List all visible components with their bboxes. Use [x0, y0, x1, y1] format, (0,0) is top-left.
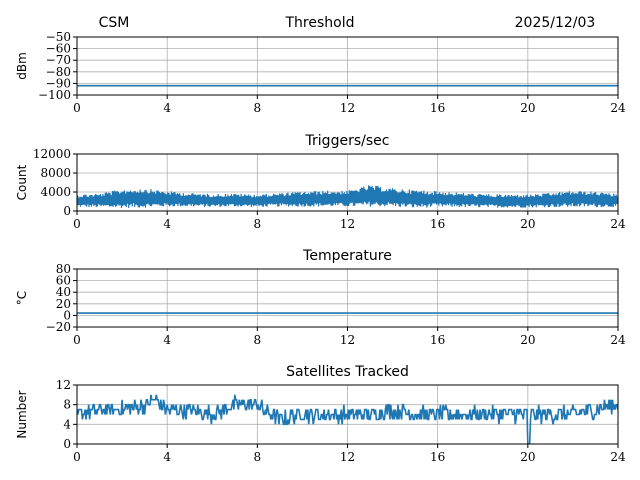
y-axis-label: Count: [15, 164, 29, 200]
x-tick-label: 24: [610, 217, 626, 231]
y-tick-label: 12: [56, 378, 71, 392]
y-tick-label: 4000: [40, 185, 71, 199]
y-tick-label: 4: [63, 417, 71, 431]
x-tick-label: 16: [430, 217, 445, 231]
x-tick-label: 4: [163, 217, 171, 231]
panel-title: Satellites Tracked: [286, 364, 409, 380]
x-tick-label: 12: [340, 217, 355, 231]
x-tick-label: 20: [520, 450, 535, 464]
x-tick-label: 4: [163, 101, 171, 115]
y-tick-label: 0: [63, 437, 71, 451]
chart-panel-1: 0 4 8 12 16 20 24 −100−90−80−70−60−50 dBm: [15, 30, 626, 115]
y-axis-label: dBm: [15, 52, 29, 80]
x-tick-label: 16: [430, 101, 445, 115]
x-tick-label: 20: [520, 217, 535, 231]
x-tick-label: 24: [610, 450, 626, 464]
y-tick-label: 8000: [40, 166, 71, 180]
x-tick-label: 12: [340, 450, 355, 464]
y-tick-label: −80: [46, 65, 71, 79]
x-tick-label: 0: [73, 101, 81, 115]
x-tick-label: 0: [73, 217, 81, 231]
chart-panel-2: 0 4 8 12 16 20 24 0 4000 8000 12000 Triggers/sec Cou…: [15, 133, 626, 231]
y-tick-label: 12000: [33, 147, 71, 161]
y-tick-label: −60: [46, 42, 71, 56]
series-line: [77, 185, 618, 209]
x-tick-label: 8: [254, 450, 262, 464]
x-tick-label: 8: [254, 217, 262, 231]
x-tick-label: 12: [340, 333, 355, 347]
y-tick-label: 0: [63, 204, 71, 218]
y-tick-label: −90: [46, 76, 71, 90]
panel-title: Triggers/sec: [305, 133, 390, 149]
chart-panel-4: 0 4 8 12 16 20 24 0 4 8 12 Satellites Tracked Number: [15, 364, 626, 464]
x-tick-label: 16: [430, 450, 445, 464]
y-tick-label: 80: [56, 262, 71, 276]
series-line: [77, 394, 618, 444]
x-tick-label: 4: [163, 450, 171, 464]
y-tick-label: −100: [38, 88, 71, 102]
x-tick-label: 8: [254, 101, 262, 115]
y-tick-label: 40: [56, 285, 71, 299]
header-left-label: CSM: [99, 15, 130, 31]
y-axis-label: Number: [15, 390, 29, 438]
x-tick-label: 24: [610, 333, 626, 347]
x-tick-label: 20: [520, 333, 535, 347]
header-center-title: Threshold: [285, 15, 355, 31]
y-tick-label: 20: [56, 297, 71, 311]
y-tick-label: −70: [46, 53, 71, 67]
y-axis-label: °C: [15, 291, 29, 305]
x-tick-label: 0: [73, 333, 81, 347]
y-tick-label: −20: [46, 320, 71, 334]
y-tick-label: −50: [46, 30, 71, 44]
y-tick-label: 60: [56, 274, 71, 288]
y-tick-label: 8: [63, 398, 71, 412]
x-tick-label: 0: [73, 450, 81, 464]
x-tick-label: 20: [520, 101, 535, 115]
x-tick-label: 12: [340, 101, 355, 115]
header-right-date: 2025/12/03: [515, 15, 596, 31]
x-tick-label: 16: [430, 333, 445, 347]
x-tick-label: 24: [610, 101, 626, 115]
x-tick-label: 8: [254, 333, 262, 347]
panel-title: Temperature: [302, 248, 392, 264]
y-tick-label: 0: [63, 308, 71, 322]
x-tick-label: 4: [163, 333, 171, 347]
